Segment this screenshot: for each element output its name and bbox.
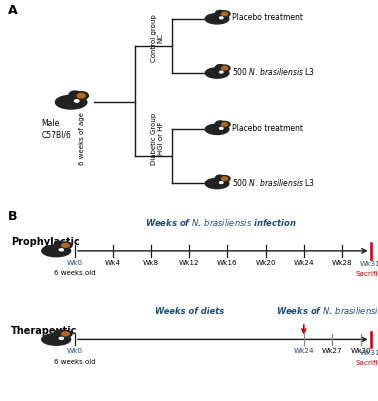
Text: Therapeutic: Therapeutic bbox=[11, 326, 77, 336]
Text: Placebo treatment: Placebo treatment bbox=[232, 124, 303, 133]
Text: Wk16: Wk16 bbox=[217, 259, 238, 265]
Circle shape bbox=[219, 11, 230, 17]
Circle shape bbox=[222, 67, 228, 70]
Text: Placebo treatment: Placebo treatment bbox=[232, 13, 303, 22]
Circle shape bbox=[219, 65, 230, 71]
Circle shape bbox=[62, 332, 69, 336]
Text: 6 weeks old: 6 weeks old bbox=[54, 358, 96, 365]
Circle shape bbox=[54, 330, 65, 336]
Ellipse shape bbox=[205, 178, 229, 188]
Circle shape bbox=[74, 92, 88, 100]
Text: Wk8: Wk8 bbox=[143, 259, 159, 265]
Circle shape bbox=[215, 121, 225, 126]
Circle shape bbox=[59, 242, 72, 249]
Circle shape bbox=[62, 243, 69, 247]
Text: Wk0: Wk0 bbox=[67, 348, 83, 354]
Text: Control group
NC: Control group NC bbox=[151, 14, 164, 62]
Text: Wk12: Wk12 bbox=[179, 259, 200, 265]
Text: Diabetic Group
HGI or HF: Diabetic Group HGI or HF bbox=[151, 113, 164, 165]
Circle shape bbox=[59, 337, 64, 339]
Text: A: A bbox=[8, 4, 17, 17]
Text: Wk31: Wk31 bbox=[360, 350, 378, 356]
Text: Sacrifice: Sacrifice bbox=[355, 360, 378, 366]
Text: Male
C57Bl/6: Male C57Bl/6 bbox=[41, 119, 71, 140]
Text: 500 $N$. $brasiliensis$ L3: 500 $N$. $brasiliensis$ L3 bbox=[232, 67, 315, 77]
Circle shape bbox=[215, 65, 225, 70]
Circle shape bbox=[215, 10, 225, 16]
Circle shape bbox=[222, 177, 228, 180]
Circle shape bbox=[220, 128, 223, 129]
Text: Wk20: Wk20 bbox=[255, 259, 276, 265]
Circle shape bbox=[220, 17, 223, 19]
Text: Sacrifice: Sacrifice bbox=[355, 271, 378, 277]
Text: Wk24: Wk24 bbox=[293, 259, 314, 265]
Circle shape bbox=[69, 91, 81, 98]
Ellipse shape bbox=[56, 95, 87, 109]
Ellipse shape bbox=[205, 68, 229, 78]
Text: Wk30: Wk30 bbox=[351, 348, 371, 354]
Text: Wk24: Wk24 bbox=[293, 348, 314, 354]
Text: Wk4: Wk4 bbox=[105, 259, 121, 265]
Text: Wk31: Wk31 bbox=[360, 261, 378, 267]
Text: Weeks of $N$. $brasiliensis$ infection: Weeks of $N$. $brasiliensis$ infection bbox=[145, 217, 297, 228]
Text: 6 weeks old: 6 weeks old bbox=[54, 270, 96, 276]
Circle shape bbox=[219, 176, 230, 182]
Text: Wk0: Wk0 bbox=[67, 259, 83, 265]
Circle shape bbox=[220, 182, 223, 184]
Text: 500 $N$. $brasiliensis$ L3: 500 $N$. $brasiliensis$ L3 bbox=[232, 177, 315, 188]
Circle shape bbox=[222, 123, 228, 126]
Text: Prophylactic: Prophylactic bbox=[11, 237, 80, 247]
Text: Weeks of $N$. $brasiliensis$ infection: Weeks of $N$. $brasiliensis$ infection bbox=[276, 305, 378, 316]
Circle shape bbox=[74, 100, 79, 102]
Ellipse shape bbox=[42, 245, 71, 257]
Text: Wk28: Wk28 bbox=[332, 259, 352, 265]
Circle shape bbox=[59, 249, 64, 251]
Circle shape bbox=[59, 330, 72, 337]
Ellipse shape bbox=[205, 14, 229, 24]
Text: 6 weeks of age: 6 weeks of age bbox=[79, 113, 85, 166]
Circle shape bbox=[54, 241, 65, 247]
Circle shape bbox=[222, 12, 228, 16]
Text: Weeks of diets: Weeks of diets bbox=[155, 307, 224, 316]
Text: Wk27: Wk27 bbox=[322, 348, 343, 354]
Ellipse shape bbox=[42, 334, 71, 345]
Text: B: B bbox=[8, 211, 17, 223]
Ellipse shape bbox=[205, 124, 229, 134]
Circle shape bbox=[77, 93, 85, 98]
Circle shape bbox=[219, 122, 230, 128]
Circle shape bbox=[220, 71, 223, 73]
Circle shape bbox=[215, 175, 225, 180]
